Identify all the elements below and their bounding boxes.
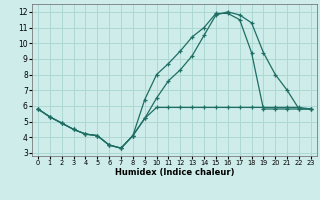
X-axis label: Humidex (Indice chaleur): Humidex (Indice chaleur): [115, 168, 234, 177]
